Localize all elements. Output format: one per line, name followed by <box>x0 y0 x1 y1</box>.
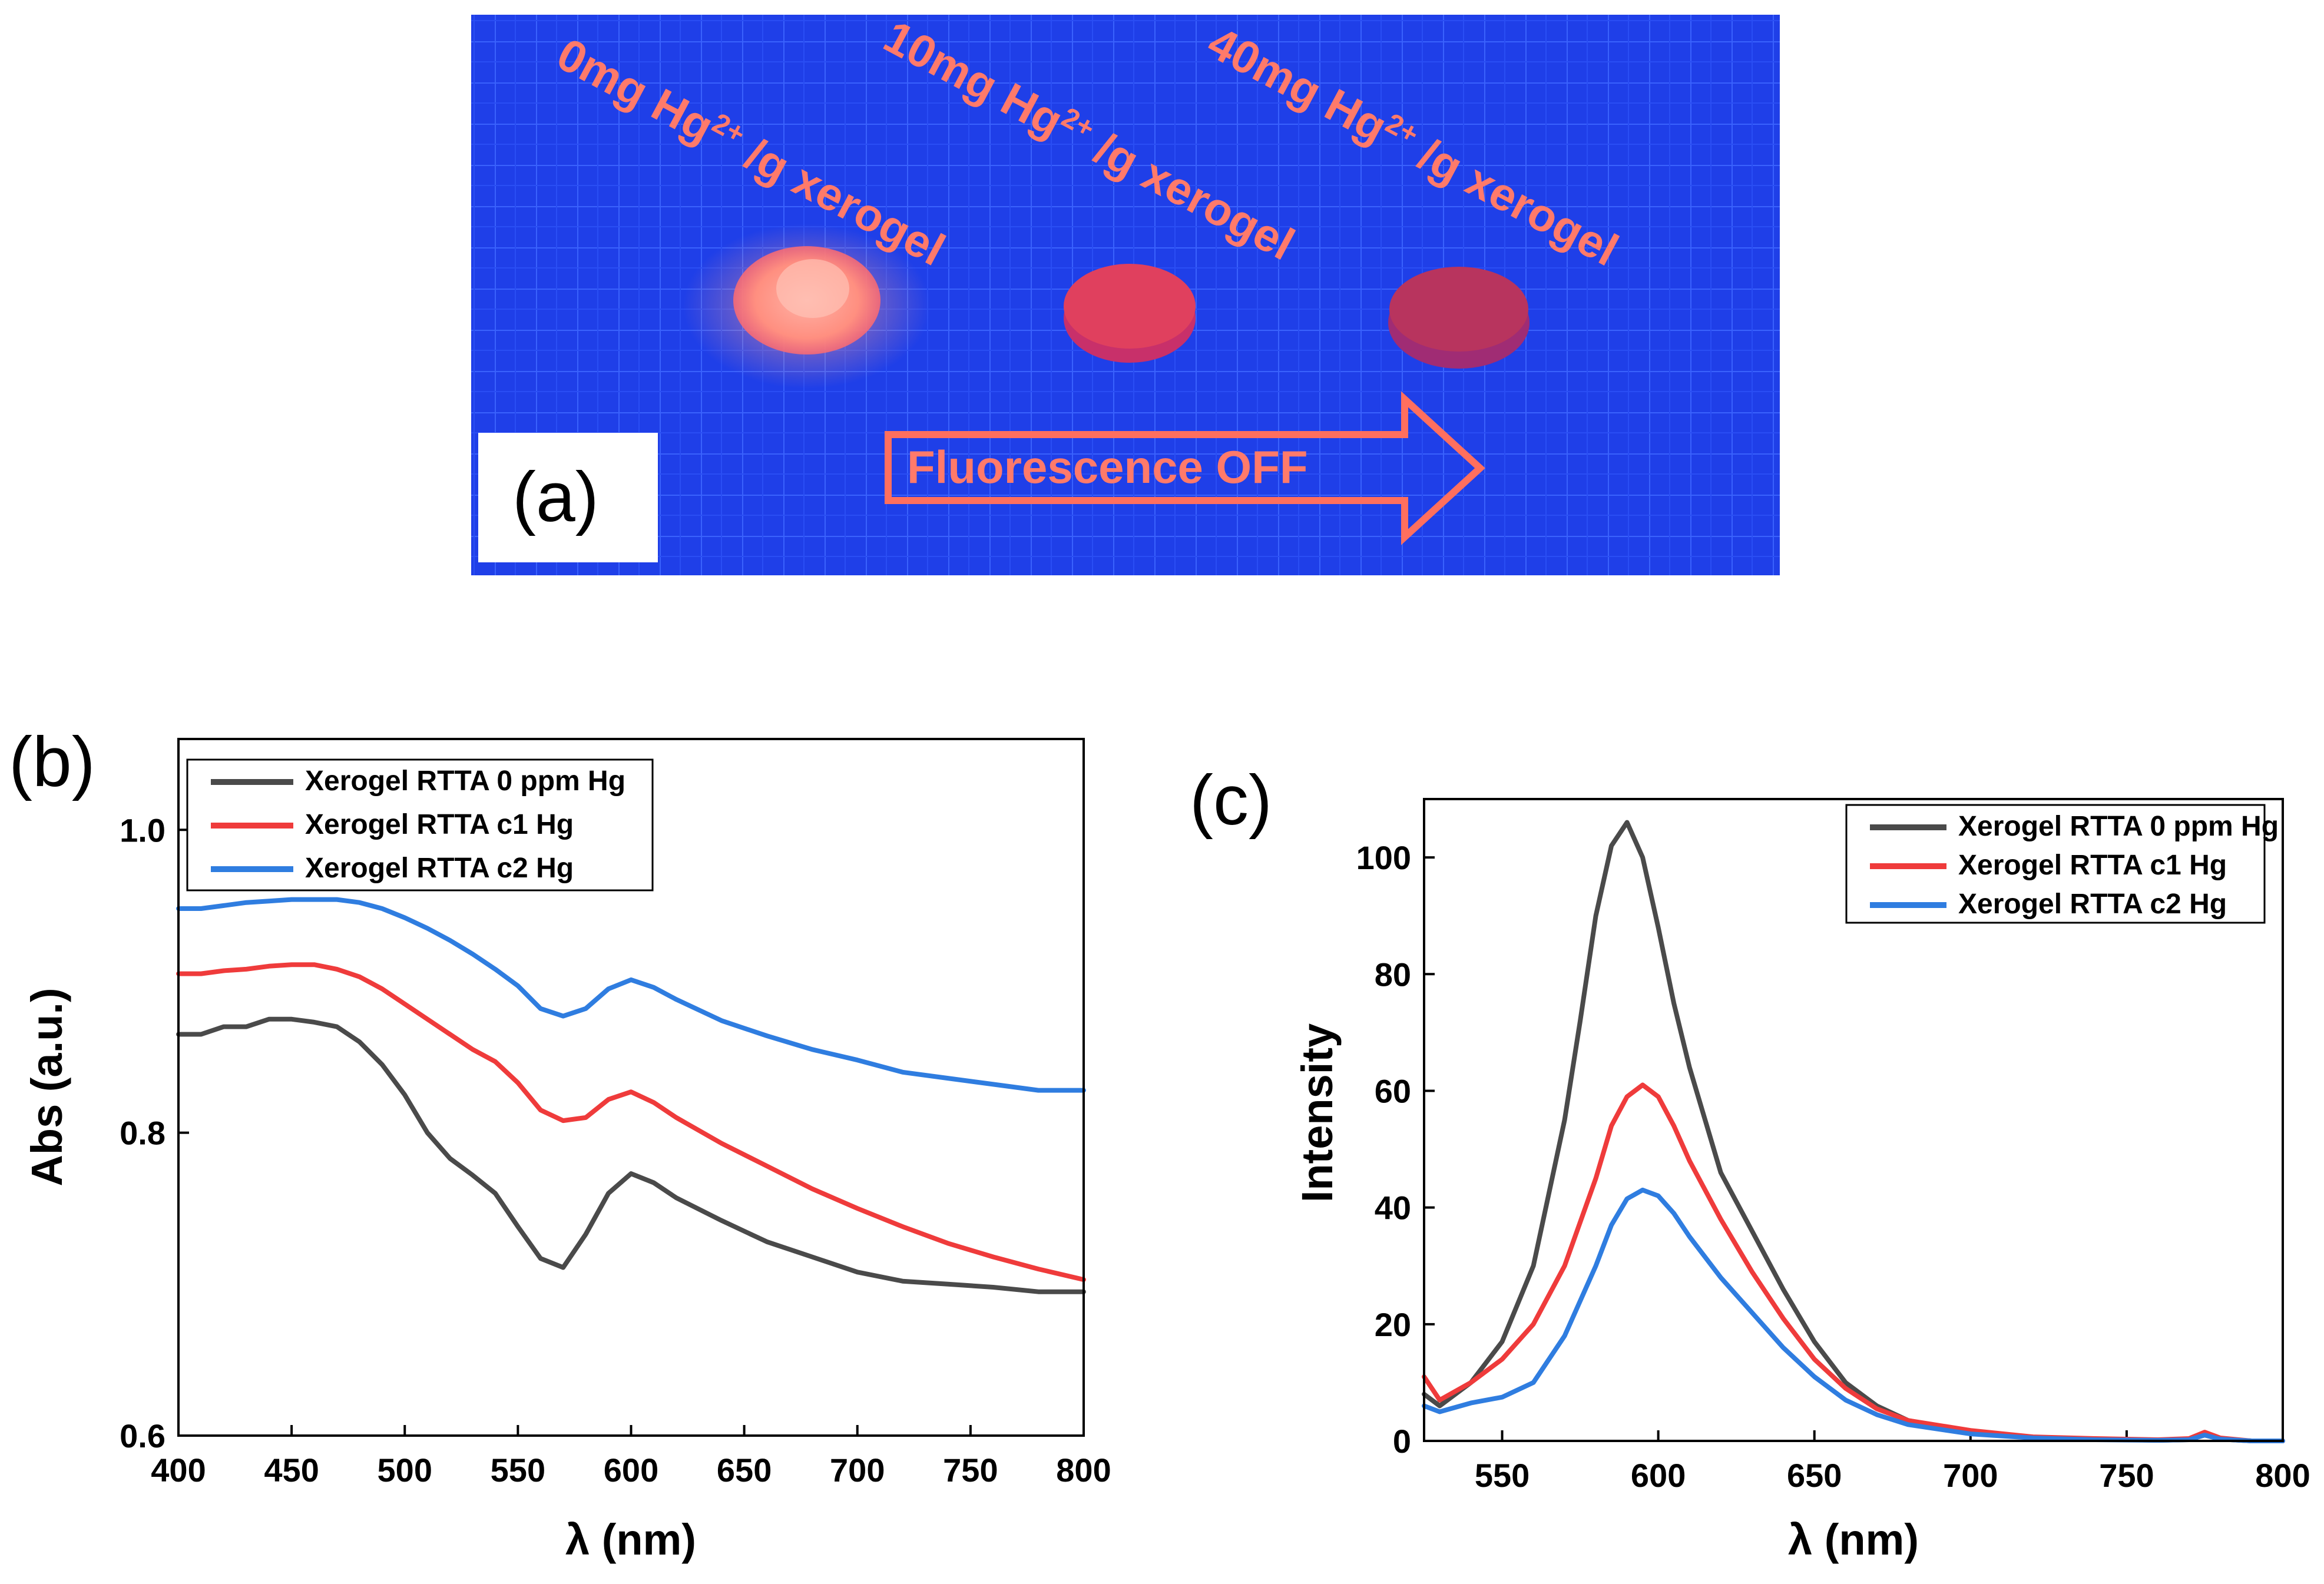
panel-c-ytick-label: 100 <box>1356 839 1411 876</box>
panel-b-xtick-label: 800 <box>1056 1452 1111 1489</box>
sample-1-highlight <box>776 259 849 318</box>
arrow-label: Fluorescence OFF <box>907 441 1308 493</box>
panel-c-letter: (c) <box>1190 761 1272 840</box>
panel-b-series <box>176 897 1086 1294</box>
fluorescence-arrow <box>885 391 1485 545</box>
panel-b-ytick-label: 0.8 <box>120 1115 165 1152</box>
panel-b-ytick-label: 1.0 <box>120 811 165 849</box>
panel-b-legend-label: Xerogel RTTA 0 ppm Hg <box>305 766 625 797</box>
panel-b-xtick-label: 500 <box>378 1452 432 1489</box>
panel-b-xtick-label: 650 <box>717 1452 772 1489</box>
panel-b-xtick-label: 400 <box>151 1452 206 1489</box>
panel-c-ytick-label: 40 <box>1375 1189 1411 1227</box>
panel-c-series-2-line <box>1422 1187 2285 1443</box>
sample-2-pellet <box>1064 264 1196 349</box>
panel-a-letter: (a) <box>512 458 599 536</box>
panel-c-ylabel: Intensity <box>1293 1023 1342 1202</box>
panel-c-ytick-label: 20 <box>1375 1306 1411 1343</box>
panel-b-legend-label: Xerogel RTTA c1 Hg <box>305 809 574 840</box>
panel-c-xlabel: λ (nm) <box>1788 1515 1919 1564</box>
panel-c-xtick-label: 800 <box>2255 1457 2310 1494</box>
panel-b-series-2-line <box>176 897 1086 1093</box>
panel-b-legend-label: Xerogel RTTA c2 Hg <box>305 853 574 884</box>
panel-b-ytick-label: 0.6 <box>120 1417 165 1454</box>
panel-b-ylabel: Abs (a.u.) <box>22 987 71 1186</box>
panel-b-xlabel: λ (nm) <box>565 1515 696 1564</box>
panel-b-letter: (b) <box>9 723 95 801</box>
panel-c-xtick-label: 750 <box>2099 1457 2154 1494</box>
panel-c-chart: (c) 550 600 650 700 750 800 0 20 40 60 80 100 Inten… <box>1190 761 2310 1564</box>
panel-c-ytick-label: 80 <box>1375 956 1411 993</box>
panel-b-frame <box>177 738 1085 1437</box>
panel-a-photo: 0mg Hg2+ /g xerogel 10mg Hg2+ /g xerogel… <box>471 15 1780 575</box>
panel-b-chart: (b) 400 450 500 550 600 650 700 750 800 0.6 0.8 1.0… <box>9 723 1111 1564</box>
panel-c-xtick-label: 700 <box>1943 1457 1998 1494</box>
panel-b-series-0-line <box>176 1016 1086 1294</box>
sample-3-pellet <box>1389 267 1528 352</box>
panel-b-xtick-label: 600 <box>604 1452 658 1489</box>
panel-a-letter-box <box>478 433 658 562</box>
panel-c-xtick-label: 550 <box>1475 1457 1530 1494</box>
panel-c-xtick-label: 650 <box>1787 1457 1842 1494</box>
panel-b-series-1-line <box>176 962 1086 1283</box>
panel-c-legend-label: Xerogel RTTA 0 ppm Hg <box>1958 811 2279 842</box>
panel-b-xtick-label: 450 <box>264 1452 319 1489</box>
panel-c-legend: Xerogel RTTA 0 ppm Hg Xerogel RTTA c1 Hg X… <box>1845 804 2279 924</box>
panel-b-xtick-label: 700 <box>830 1452 885 1489</box>
panel-c-frame <box>1423 798 2284 1442</box>
panel-c-legend-label: Xerogel RTTA c2 Hg <box>1958 889 2227 920</box>
panel-b-ticks: 400 450 500 550 600 650 700 750 800 0.6 0.8 1.0 <box>120 811 1111 1489</box>
panel-b-xtick-label: 550 <box>491 1452 545 1489</box>
panel-c-ytick-label: 60 <box>1375 1072 1411 1109</box>
panel-b-legend: Xerogel RTTA 0 ppm Hg Xerogel RTTA c1 Hg X… <box>186 758 654 892</box>
panel-c-ticks: 550 600 650 700 750 800 0 20 40 60 80 100 <box>1356 839 2310 1494</box>
panel-c-xtick-label: 600 <box>1631 1457 1686 1494</box>
panel-c-ytick-label: 0 <box>1393 1423 1411 1460</box>
panel-b-xtick-label: 750 <box>943 1452 998 1489</box>
panel-c-legend-label: Xerogel RTTA c1 Hg <box>1958 850 2227 881</box>
